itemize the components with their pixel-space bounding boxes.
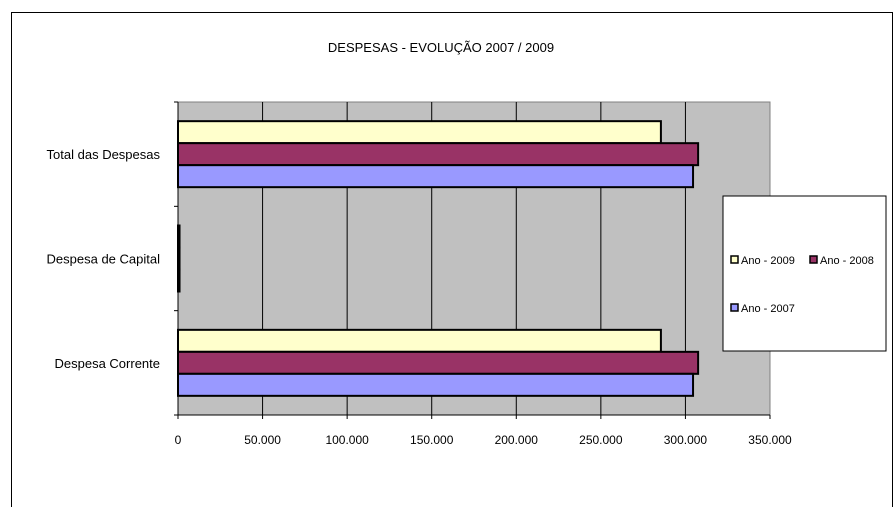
x-tick-label: 250.000 [579,433,623,447]
bar-ano-2007 [178,374,693,396]
legend-swatch [731,304,738,311]
category-label: Despesa de Capital [47,252,161,267]
x-tick-label: 100.000 [325,433,369,447]
bar-ano-2009 [178,121,661,143]
legend-swatch [810,256,817,263]
legend-box [723,196,886,351]
x-tick-label: 300.000 [664,433,708,447]
bar-ano-2009 [178,330,661,352]
legend-swatch [731,256,738,263]
category-label: Total das Despesas [47,147,161,162]
bar-ano-2008 [178,143,698,165]
x-tick-label: 150.000 [410,433,454,447]
bar-ano-2008 [178,352,698,374]
x-tick-label: 50.000 [244,433,281,447]
category-label: Despesa Corrente [55,356,161,371]
x-tick-label: 350.000 [748,433,792,447]
chart-title: DESPESAS - EVOLUÇÃO 2007 / 2009 [328,40,554,55]
x-tick-label: 0 [175,433,182,447]
plot-area: Despesa Corrente Despesa de Capital Total … [47,102,792,447]
legend-label: Ano - 2009 [741,255,795,267]
legend-label: Ano - 2007 [741,303,795,315]
legend: Ano - 2009 Ano - 2008 Ano - 2007 [723,196,886,351]
legend-label: Ano - 2008 [820,255,874,267]
bar-ano-2007 [178,165,693,187]
x-tick-label: 200.000 [495,433,539,447]
